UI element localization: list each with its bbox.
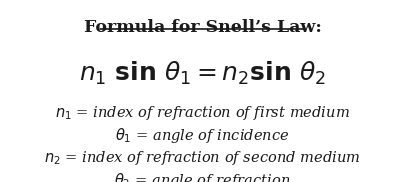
Text: $n_2$ = index of refraction of second medium: $n_2$ = index of refraction of second me…	[44, 149, 361, 167]
Text: $\theta_1$ = angle of incidence: $\theta_1$ = angle of incidence	[115, 126, 290, 145]
Text: Formula for Snell’s Law:: Formula for Snell’s Law:	[83, 19, 322, 36]
Text: $\theta_2$ = angle of refraction: $\theta_2$ = angle of refraction	[114, 171, 291, 182]
Text: $n_1$ = index of refraction of first medium: $n_1$ = index of refraction of first med…	[55, 104, 350, 122]
Text: $\boldsymbol{n_1}\ \mathbf{sin}\ \boldsymbol{\theta_1} = \boldsymbol{n_2}\mathbf: $\boldsymbol{n_1}\ \mathbf{sin}\ \boldsy…	[79, 60, 326, 87]
